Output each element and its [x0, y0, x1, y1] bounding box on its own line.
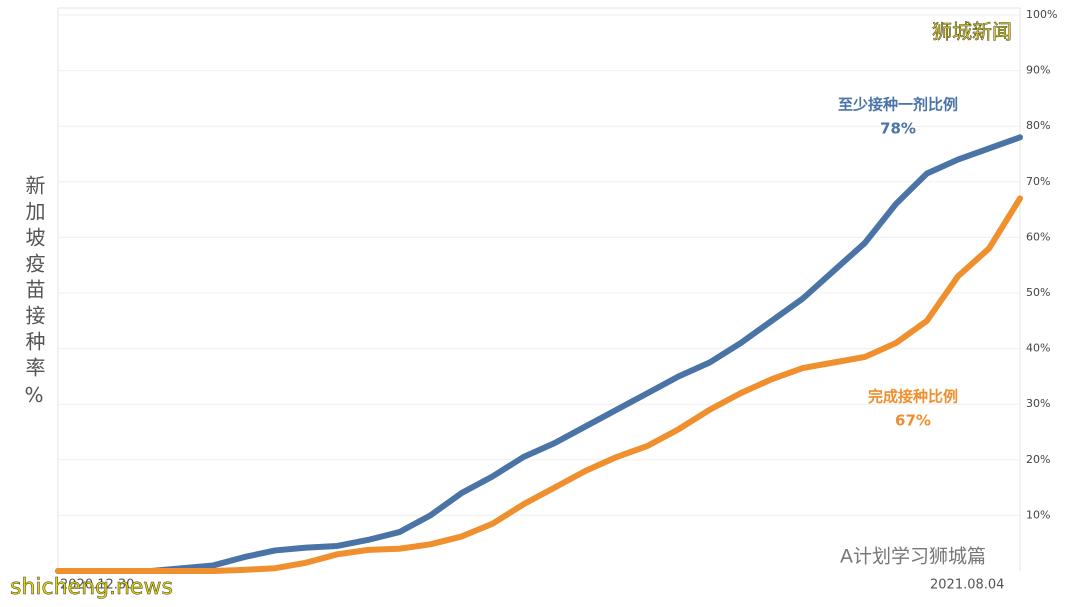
y-tick-label: 30%	[1026, 397, 1050, 410]
series-label: 至少接种一剂比例	[838, 96, 958, 114]
y-axis-label: 新加坡疫苗接种率%	[22, 175, 46, 413]
y-tick-label: 80%	[1026, 119, 1050, 132]
y-tick-label: 50%	[1026, 286, 1050, 299]
line-series	[55, 134, 1023, 574]
y-tick-label: 60%	[1026, 230, 1050, 243]
y-tick-label: 10%	[1026, 508, 1050, 521]
value-label: 78%	[880, 120, 916, 138]
watermark: 狮城新闻	[932, 20, 1012, 44]
line-series	[55, 195, 1023, 574]
watermark: A计划学习狮城篇	[840, 546, 986, 568]
y-tick-label: 70%	[1026, 175, 1050, 188]
series-label: 完成接种比例	[868, 388, 958, 406]
x-tick-label: 2020.12.30	[60, 578, 134, 593]
y-tick-label: 100%	[1026, 8, 1057, 21]
y-tick-label: 20%	[1026, 453, 1050, 466]
watermark: shicheng.news	[10, 575, 173, 600]
y-tick-label: 90%	[1026, 64, 1050, 77]
x-tick-label: 2021.08.04	[930, 578, 1004, 593]
y-tick-label: 40%	[1026, 342, 1050, 355]
value-label: 67%	[895, 412, 931, 430]
